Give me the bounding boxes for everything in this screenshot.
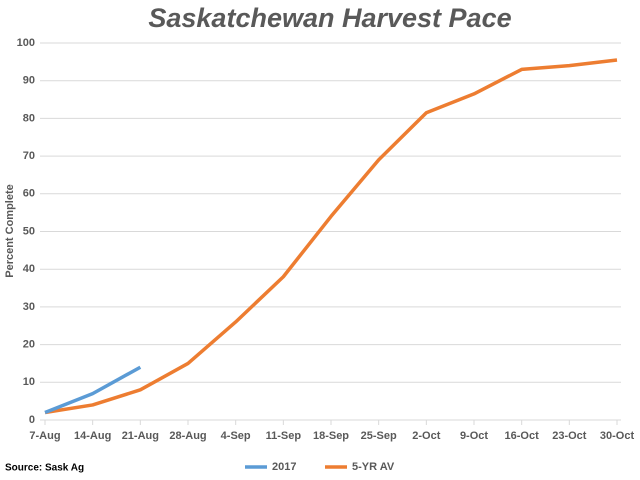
y-tick-label: 0 [29, 414, 35, 426]
chart-title: Saskatchewan Harvest Pace [148, 3, 511, 33]
y-tick-label: 20 [23, 339, 35, 351]
x-tick-label: 30-Oct [600, 430, 635, 442]
x-tick-label: 9-Oct [460, 430, 488, 442]
y-tick-label: 80 [23, 112, 35, 124]
x-tick-label: 7-Aug [29, 430, 60, 442]
y-tick-label: 70 [23, 150, 35, 162]
x-tick-label: 16-Oct [505, 430, 540, 442]
y-axis-label: Percent Complete [4, 184, 16, 278]
y-tick-label: 60 [23, 188, 35, 200]
y-tick-label: 30 [23, 301, 35, 313]
x-tick-label: 28-Aug [169, 430, 206, 442]
x-tick-label: 21-Aug [122, 430, 159, 442]
y-tick-label: 100 [17, 37, 35, 49]
x-tick-label: 2-Oct [412, 430, 440, 442]
x-tick-label: 18-Sep [313, 430, 349, 442]
x-tick-label: 23-Oct [552, 430, 587, 442]
x-tick-label: 25-Sep [361, 430, 397, 442]
x-tick-label: 4-Sep [221, 430, 251, 442]
y-tick-label: 10 [23, 376, 35, 388]
legend-label: 2017 [272, 461, 296, 473]
source: Source: Sask Ag [5, 463, 84, 474]
series-line [44, 58, 618, 415]
x-tick-label: 14-Aug [74, 430, 111, 442]
x-tick-label: 11-Sep [266, 430, 302, 442]
y-tick-label: 90 [23, 75, 35, 87]
y-tick-label: 40 [23, 263, 35, 275]
y-tick-label: 50 [23, 225, 35, 237]
series-line [44, 365, 142, 415]
legend-label: 5-YR AV [352, 461, 395, 473]
